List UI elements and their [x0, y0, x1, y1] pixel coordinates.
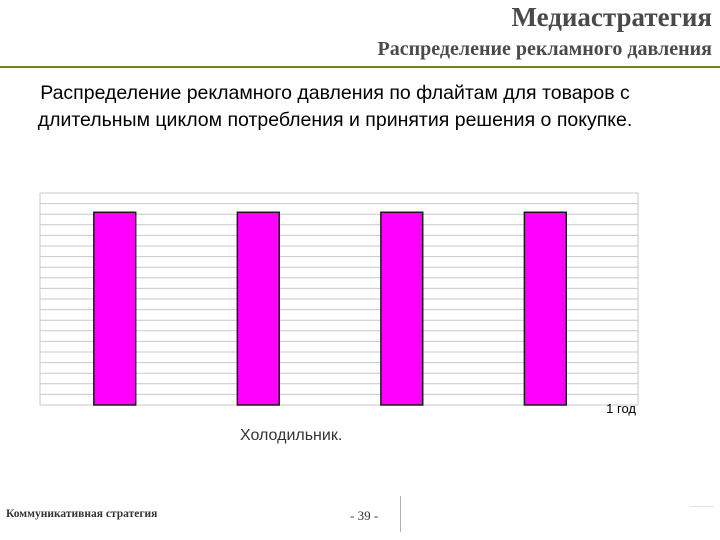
footer-accent	[690, 506, 714, 507]
flight-bar-3	[380, 211, 424, 406]
header-title: Медиастратегия	[511, 2, 712, 32]
page-number: - 39 -	[350, 508, 379, 523]
chart-caption: Холодильник.	[240, 427, 343, 444]
flight-bar-2	[236, 211, 280, 406]
x-end-label: 1 год	[606, 401, 636, 416]
flight-chart: 1 год	[39, 192, 639, 416]
header-subtitle: Распределение рекламного давления	[377, 38, 712, 60]
footer-divider	[400, 496, 401, 532]
chart-area: 1 год	[39, 192, 639, 416]
flight-bar-4	[523, 211, 567, 406]
header-divider	[0, 66, 720, 68]
footer-label: Коммуникативная стратегия	[6, 508, 158, 520]
slide-heading: Распределение рекламного давления по фла…	[37, 82, 633, 131]
flight-bar-1	[93, 211, 137, 406]
